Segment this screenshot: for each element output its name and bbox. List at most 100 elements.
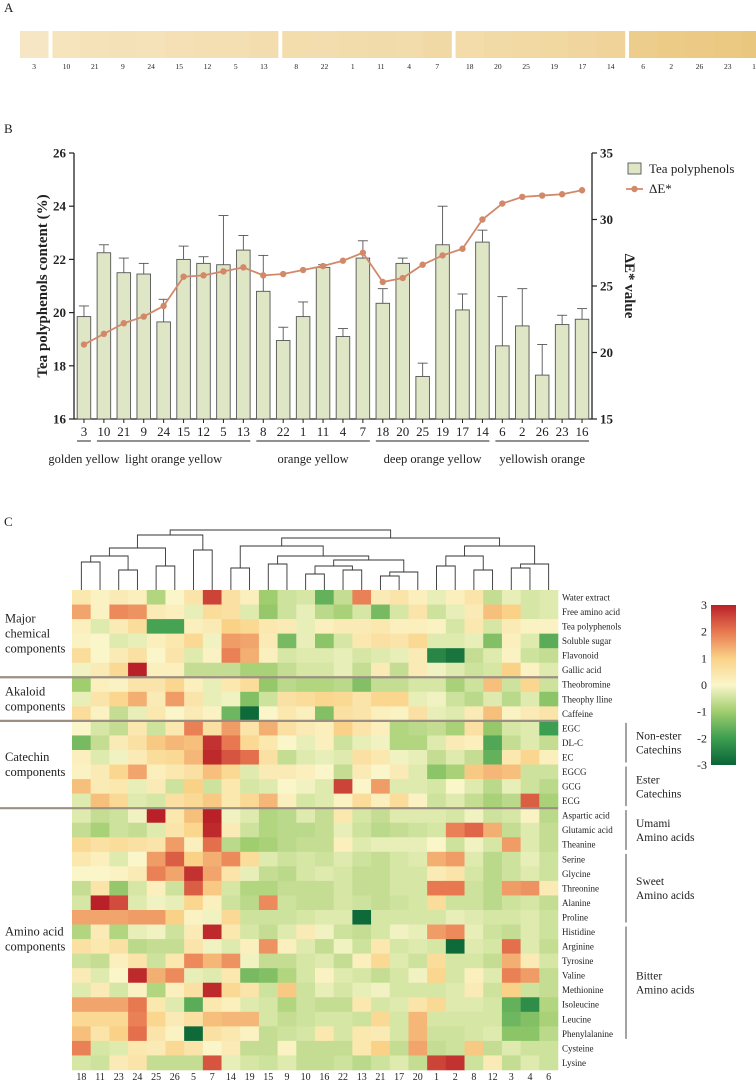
- colorbar-tick-label: 1: [701, 651, 707, 665]
- heatmap-cell: [277, 604, 297, 620]
- heatmap-cell: [501, 633, 521, 649]
- heatmap-cell: [202, 837, 222, 853]
- heatmap-cell: [202, 779, 222, 794]
- heatmap-cell: [464, 910, 484, 925]
- heatmap-cell: [128, 982, 148, 998]
- x-tick-label: 22: [277, 424, 290, 439]
- heatmap-cell: [483, 750, 503, 765]
- x-tick-label: 9: [140, 424, 147, 439]
- heatmap-cell: [296, 910, 316, 925]
- heatmap-cell: [296, 779, 316, 794]
- bar: [455, 309, 470, 420]
- heatmap-cell: [128, 837, 148, 853]
- heatmap-cell: [202, 793, 222, 809]
- heatmap-cell: [333, 866, 353, 882]
- heatmap-cell: [389, 851, 409, 867]
- heatmap-cell: [501, 939, 521, 954]
- heatmap-cell: [464, 1055, 484, 1071]
- swatch-label: 24: [147, 62, 155, 71]
- colorbar: [711, 605, 736, 765]
- heatmap-cell: [520, 590, 540, 605]
- row-group-label: components: [5, 765, 66, 779]
- heatmap-cell: [501, 924, 521, 940]
- heatmap-cell: [315, 1055, 334, 1071]
- heatmap-cell: [146, 735, 166, 751]
- heatmap-cell: [221, 1026, 241, 1042]
- heatmap-cell: [90, 691, 110, 707]
- heatmap-cell: [128, 1040, 148, 1056]
- heatmap-cell: [501, 982, 521, 998]
- heatmap-cell: [72, 633, 91, 649]
- heatmap-cell: [389, 837, 409, 853]
- heatmap-cell: [464, 1026, 484, 1042]
- heatmap-cell: [464, 822, 484, 838]
- heatmap-cell: [408, 939, 428, 954]
- heatmap-cell: [501, 735, 521, 751]
- heatmap-cell: [315, 822, 334, 838]
- right-group-label: Sweet: [636, 876, 665, 888]
- heatmap-cell: [240, 662, 260, 678]
- heatmap-cell: [539, 706, 559, 722]
- heatmap-cell: [240, 590, 260, 605]
- heatmap-cell: [520, 633, 540, 649]
- delta-e-point: [120, 320, 128, 327]
- heatmap-cell: [296, 764, 316, 780]
- heatmap-cell: [371, 866, 391, 882]
- heatmap-cell: [520, 677, 540, 693]
- swatch-label: 8: [294, 62, 298, 71]
- heatmap-cell: [371, 982, 391, 998]
- heatmap-cell: [483, 590, 503, 605]
- heatmap-col-label: 24: [132, 1072, 142, 1082]
- heatmap-cell: [165, 837, 185, 853]
- heatmap-cell: [389, 735, 409, 751]
- heatmap-cell: [408, 706, 428, 722]
- heatmap-cell: [501, 866, 521, 882]
- heatmap-cell: [501, 720, 521, 736]
- heatmap-cell: [539, 590, 559, 605]
- heatmap-cell: [128, 677, 148, 693]
- heatmap-cell: [90, 822, 110, 838]
- heatmap-cell: [184, 866, 204, 882]
- heatmap-cell: [296, 880, 316, 896]
- heatmap-cell: [352, 895, 372, 911]
- heatmap-cell: [352, 851, 372, 867]
- heatmap-cell: [483, 968, 503, 984]
- heatmap-cell: [445, 851, 465, 867]
- right-group-label: Non-ester: [636, 731, 682, 743]
- heatmap-cell: [352, 750, 372, 765]
- heatmap-cell: [109, 706, 129, 722]
- heatmap-cell: [445, 968, 465, 984]
- heatmap-cell: [165, 677, 185, 693]
- heatmap-cell: [333, 895, 353, 911]
- heatmap-cell: [408, 633, 428, 649]
- heatmap-col-label: 13: [357, 1072, 367, 1082]
- heatmap-cell: [184, 648, 204, 664]
- heatmap-cell: [483, 1055, 503, 1071]
- heatmap-cell: [539, 691, 559, 707]
- heatmap-cell: [464, 720, 484, 736]
- heatmap-cell: [539, 735, 559, 751]
- heatmap-cell: [277, 851, 297, 867]
- heatmap-cell: [427, 662, 447, 678]
- swatch-label: 5: [234, 62, 238, 71]
- heatmap-cell: [296, 662, 316, 678]
- heatmap-cell: [333, 604, 353, 620]
- heatmap-cell: [277, 619, 297, 634]
- heatmap-cell: [483, 895, 503, 911]
- heatmap-row-label: Tyrosine: [562, 956, 593, 966]
- heatmap-cell: [483, 633, 503, 649]
- heatmap-cell: [464, 968, 484, 984]
- heatmap-cell: [539, 1055, 559, 1071]
- heatmap-cell: [539, 619, 559, 634]
- heatmap-cell: [128, 764, 148, 780]
- heatmap-cell: [72, 735, 91, 751]
- heatmap-cell: [221, 939, 241, 954]
- heatmap-cell: [221, 590, 241, 605]
- heatmap-cell: [240, 648, 260, 664]
- heatmap-cell: [352, 604, 372, 620]
- colorbar-tick-label: -1: [697, 705, 707, 719]
- heatmap-cell: [520, 808, 540, 824]
- heatmap-cell: [165, 880, 185, 896]
- legend-label: ΔE*: [649, 181, 672, 196]
- heatmap-cell: [258, 982, 278, 998]
